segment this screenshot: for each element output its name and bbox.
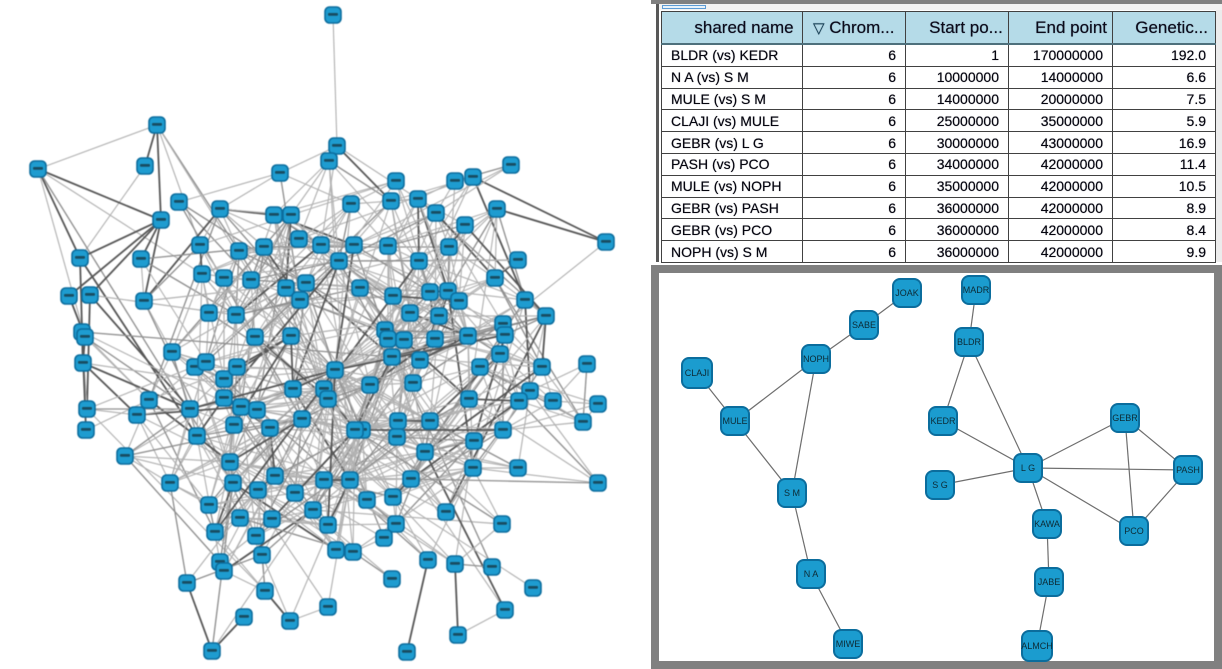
svg-text:CLAJI: CLAJI bbox=[685, 368, 710, 378]
svg-text:JOAK: JOAK bbox=[895, 288, 919, 298]
svg-text:PCO: PCO bbox=[1124, 526, 1144, 536]
svg-text:MADR: MADR bbox=[963, 285, 990, 295]
svg-text:GEBR: GEBR bbox=[1112, 413, 1138, 423]
svg-text:JABE: JABE bbox=[1038, 577, 1061, 587]
svg-text:KEDR: KEDR bbox=[930, 416, 956, 426]
svg-text:NOPH: NOPH bbox=[803, 354, 829, 364]
svg-text:S M: S M bbox=[784, 488, 800, 498]
svg-text:N A: N A bbox=[804, 569, 819, 579]
svg-text:L G: L G bbox=[1021, 463, 1035, 473]
svg-text:BLDR: BLDR bbox=[957, 337, 982, 347]
svg-text:KAWA: KAWA bbox=[1034, 519, 1060, 529]
svg-text:MIWE: MIWE bbox=[836, 639, 861, 649]
svg-text:S G: S G bbox=[932, 480, 948, 490]
svg-text:PASH: PASH bbox=[1176, 465, 1200, 475]
svg-text:MULE: MULE bbox=[722, 416, 747, 426]
svg-text:ALMCH: ALMCH bbox=[1021, 641, 1053, 651]
svg-text:SABE: SABE bbox=[852, 320, 876, 330]
